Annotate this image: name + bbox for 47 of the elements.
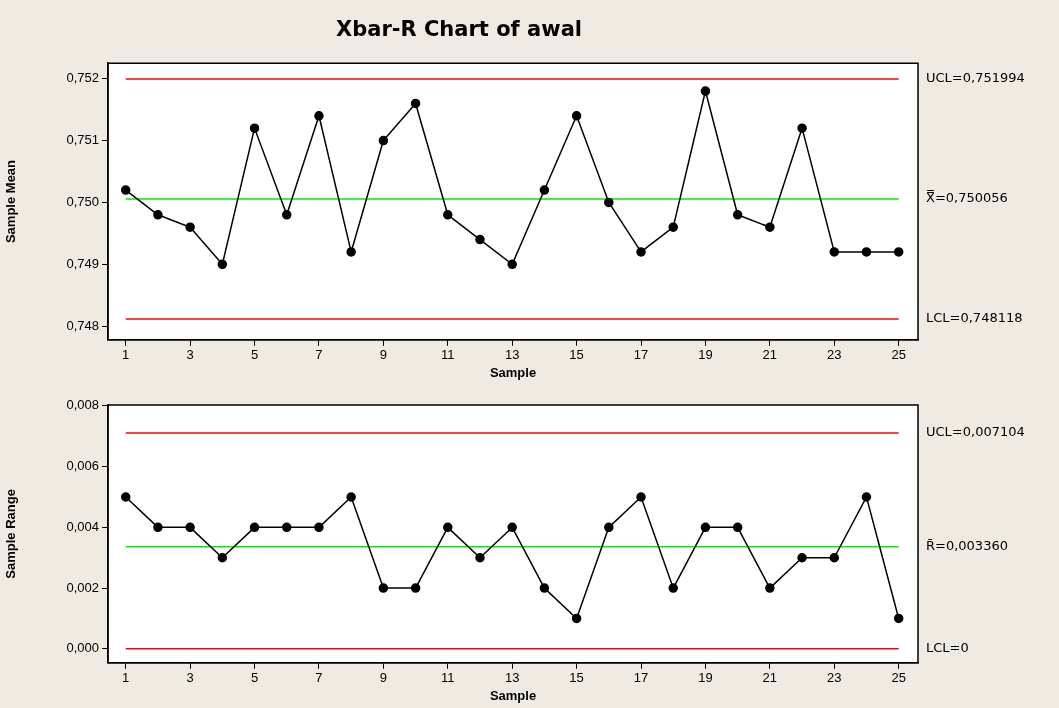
x-tick-label: 15: [569, 347, 584, 363]
x-tick-label: 5: [250, 347, 259, 363]
x-tick-label: 19: [698, 347, 713, 363]
y-tick-label: 0,751: [66, 132, 99, 148]
chart-title: Xbar-R Chart of awal: [335, 17, 583, 42]
x-tick-label: 21: [762, 670, 778, 686]
x-axis-title: Sample: [489, 687, 537, 703]
x-tick-label: 13: [504, 670, 520, 686]
ref-line-label: UCL=0,751994: [926, 70, 1025, 86]
x-tick-label: 1: [122, 347, 130, 363]
x-tick-label: 15: [569, 670, 584, 686]
x-tick-label: 23: [827, 347, 842, 363]
x-tick-label: 13: [504, 347, 520, 363]
x-tick-label: 25: [891, 347, 906, 363]
y-tick-label: 0,749: [66, 255, 99, 271]
ref-line-label: LCL=0,748118: [926, 310, 1023, 326]
x-tick-label: 23: [827, 670, 842, 686]
x-axis-title: Sample: [489, 364, 537, 380]
x-tick-label: 11: [441, 347, 455, 363]
y-tick-label: 0,750: [66, 194, 99, 210]
x-tick-label: 21: [762, 347, 778, 363]
x-tick-label: 19: [698, 670, 713, 686]
y-tick-label: 0,752: [66, 70, 99, 86]
x-tick-label: 1: [122, 670, 130, 686]
y-tick-label: 0,000: [66, 640, 99, 656]
x-tick-label: 3: [186, 670, 194, 686]
x-tick-label: 7: [315, 347, 323, 363]
x-tick-label: 17: [633, 670, 649, 686]
y-axis-title: Sample Range: [3, 489, 19, 579]
x-tick-label: 11: [441, 670, 455, 686]
ref-line-label: R̄=0,003360: [926, 538, 1008, 554]
ref-line-label: X̿=0,750056: [926, 189, 1008, 206]
y-axis-title: Sample Mean: [3, 159, 19, 244]
y-tick-label: 0,748: [66, 317, 99, 333]
x-tick-label: 7: [315, 670, 323, 686]
ref-line-label: UCL=0,007104: [926, 424, 1025, 440]
ref-line-label: LCL=0: [926, 640, 969, 656]
x-tick-label: 17: [633, 347, 649, 363]
x-tick-label: 25: [891, 670, 906, 686]
y-tick-label: 0,002: [66, 579, 99, 595]
x-tick-label: 9: [379, 670, 387, 686]
y-tick-label: 0,006: [66, 458, 99, 474]
x-tick-label: 3: [186, 347, 194, 363]
x-tick-label: 9: [379, 347, 387, 363]
y-tick-label: 0,008: [66, 397, 99, 413]
x-tick-label: 5: [250, 670, 259, 686]
y-tick-label: 0,004: [66, 518, 99, 534]
